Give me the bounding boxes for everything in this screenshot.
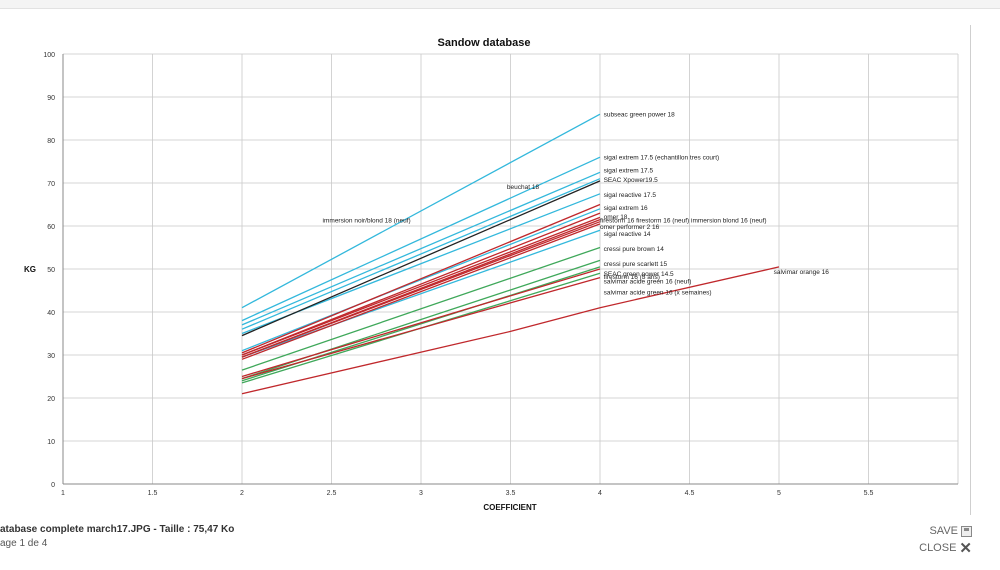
series-annotation: salvimar acide green 16 (x semaines) xyxy=(604,289,712,296)
close-button[interactable]: CLOSE ✕ xyxy=(919,539,972,557)
viewer-divider xyxy=(970,25,971,515)
series-line-8 xyxy=(241,203,601,354)
series-annotation: beuchat 18 xyxy=(507,184,540,191)
close-icon: ✕ xyxy=(959,539,972,557)
series-line-13 xyxy=(241,223,601,360)
series-annotation: salvimar acide green 16 (neuf) xyxy=(604,279,692,286)
x-tick-label: 1 xyxy=(61,490,65,497)
x-tick-label: 5.5 xyxy=(864,490,874,497)
x-tick-label: 3 xyxy=(419,490,423,497)
save-button[interactable]: SAVE xyxy=(929,525,972,537)
series-line-2 xyxy=(241,171,601,326)
series-annotation: sigal extrem 17.5 xyxy=(604,168,654,175)
series-line-6 xyxy=(241,229,601,358)
series-annotation: immersion noir/blond 18 (neuf) xyxy=(323,217,411,224)
chart-title: Sandow database xyxy=(438,37,531,49)
y-axis-label: KG xyxy=(24,265,36,274)
series-annotation: cressi pure brown 14 xyxy=(604,246,665,253)
series-line-1 xyxy=(241,156,601,322)
y-tick-label: 40 xyxy=(47,310,55,317)
x-tick-label: 3.5 xyxy=(506,490,516,497)
series-annotation: firestorm 16 (3 ans) xyxy=(604,274,660,281)
series-line-14 xyxy=(241,246,601,371)
y-tick-label: 20 xyxy=(47,396,55,403)
series-annotation: SEAC green power 14.5 xyxy=(604,271,674,278)
series-line-9 xyxy=(241,212,601,356)
series-line-19 xyxy=(241,276,601,380)
series-line-12 xyxy=(241,221,601,358)
series-annotation: omer 18 xyxy=(604,214,628,221)
series-annotation: sigal extrem 16 xyxy=(604,205,648,212)
y-tick-label: 60 xyxy=(47,224,55,231)
save-label: SAVE xyxy=(929,525,958,537)
series-line-5 xyxy=(241,208,601,352)
y-tick-label: 30 xyxy=(47,353,55,360)
y-tick-label: 70 xyxy=(47,181,55,188)
y-tick-label: 80 xyxy=(47,138,55,145)
save-icon xyxy=(961,525,972,537)
y-tick-label: 100 xyxy=(43,52,55,59)
series-annotation: sigal extrem 17.5 (echantillon tres cour… xyxy=(604,155,720,162)
y-tick-label: 0 xyxy=(51,482,55,489)
series-line-17 xyxy=(241,268,601,378)
x-tick-label: 2 xyxy=(240,490,244,497)
series-annotation: sigal reactive 14 xyxy=(604,231,651,238)
series-line-20 xyxy=(241,266,780,395)
series-line-3 xyxy=(241,178,601,330)
page-indicator: age 1 de 4 xyxy=(0,538,48,549)
series-annotation: firestorm 16 firestorm 16 (neuf) immersi… xyxy=(600,217,767,224)
close-label: CLOSE xyxy=(919,542,957,554)
x-tick-label: 4 xyxy=(598,490,602,497)
series-annotation: omer performer 2 16 xyxy=(600,224,660,231)
series-annotation: salvimar orange 16 xyxy=(774,269,830,276)
series-line-7 xyxy=(241,180,601,337)
series-annotation: subseac green power 18 xyxy=(604,112,676,119)
series-line-0 xyxy=(241,113,601,309)
series-line-10 xyxy=(241,216,601,356)
chart: Sandow database 0 10 20 30 40 50 60 70 80 90 100 1 1… xyxy=(24,37,959,512)
file-info: atabase complete march17.JPG - Taille : … xyxy=(0,524,234,549)
x-tick-label: 2.5 xyxy=(327,490,337,497)
file-name: atabase complete march17.JPG - Taille : … xyxy=(0,524,235,535)
series-annotation: sigal reactive 17.5 xyxy=(604,192,657,199)
x-tick-label: 5 xyxy=(777,490,781,497)
y-tick-label: 90 xyxy=(47,95,55,102)
x-tick-label: 4.5 xyxy=(685,490,695,497)
y-tick-label: 10 xyxy=(47,439,55,446)
series-annotation: SEAC Xpower19.5 xyxy=(604,177,659,184)
x-tick-label: 1.5 xyxy=(148,490,158,497)
top-bar xyxy=(0,0,1000,9)
x-axis-label: COEFFICIENT xyxy=(483,503,536,512)
y-tick-label: 50 xyxy=(47,267,55,274)
series-annotation: cressi pure scarlett 15 xyxy=(604,261,668,268)
